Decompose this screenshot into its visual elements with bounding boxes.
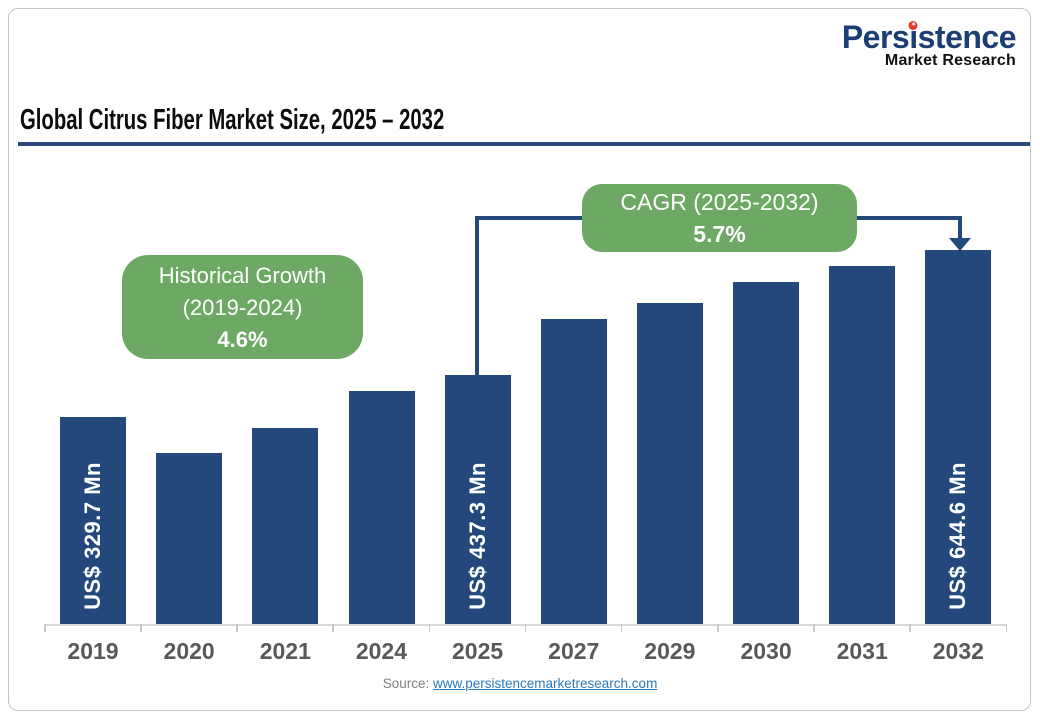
bar-value-label-2019: US$ 329.7 Mn [80, 462, 106, 610]
x-axis-label-2020: 2020 [163, 638, 215, 664]
x-axis-label-2032: 2032 [932, 638, 984, 664]
historical-growth-period: (2019-2024) [182, 295, 303, 320]
x-axis-tick [813, 624, 815, 632]
bar-2021 [252, 428, 319, 624]
logo-wordmark: Pers ✶ ıstence [841, 19, 1017, 55]
x-axis-tick [909, 624, 911, 632]
bar-value-label-2032: US$ 644.6 Mn [945, 462, 971, 610]
x-axis-label-2024: 2024 [355, 638, 408, 664]
source-prefix: Source: [382, 676, 430, 691]
cagr-value: 5.7% [693, 221, 746, 247]
page-title: Global Citrus Fiber Market Size, 2025 – … [20, 104, 445, 136]
bar-2020 [156, 453, 223, 624]
bar-2031 [829, 266, 896, 624]
source-link[interactable]: www.persistencemarketresearch.com [432, 676, 658, 691]
x-axis-label-2031: 2031 [836, 638, 888, 664]
bar-2027 [540, 319, 607, 624]
x-axis-label-2021: 2021 [259, 638, 311, 664]
cagr-title: CAGR (2025-2032) [620, 189, 819, 215]
x-axis-tick [428, 624, 431, 632]
x-axis-tick [1005, 624, 1007, 632]
x-axis-tick [140, 624, 142, 632]
bar-2032: US$ 644.6 Mn [925, 250, 992, 624]
bar-2019: US$ 329.7 Mn [60, 417, 127, 624]
cagr-arrow-dropper [958, 216, 962, 240]
logo-text-pre: Pers [841, 19, 910, 55]
x-axis-label-2025: 2025 [452, 638, 504, 664]
source-line: Source: www.persistencemarketresearch.co… [8, 676, 1032, 691]
x-axis-tick [332, 624, 334, 632]
logo-letter-i: ✶ ı [908, 19, 918, 55]
x-axis-label-2027: 2027 [548, 638, 600, 664]
x-axis-tick [620, 624, 623, 632]
x-axis-tick [236, 624, 238, 632]
x-axis-label-2019: 2019 [67, 638, 119, 664]
bar-2024 [348, 391, 415, 624]
historical-growth-value: 4.6% [217, 327, 268, 352]
bar-2030 [733, 282, 800, 624]
bar-2029 [636, 303, 703, 624]
cagr-arrowhead-icon [949, 238, 971, 251]
logo-tagline: Market Research [884, 52, 1016, 69]
bar-2025: US$ 437.3 Mn [444, 375, 511, 624]
x-axis-tick [524, 624, 527, 632]
logo-red-star-icon: ✶ [908, 21, 918, 30]
x-axis-tick [717, 624, 719, 632]
historical-growth-title: Historical Growth [158, 263, 327, 288]
cagr-callout: CAGR (2025-2032) 5.7% [582, 184, 857, 252]
pmr-logo: Pers ✶ ıstence Market Research [841, 19, 1017, 70]
x-axis-tick [44, 624, 46, 632]
x-axis-label-2030: 2030 [740, 638, 792, 664]
bar-value-label-2025: US$ 437.3 Mn [464, 462, 490, 610]
x-axis-label-2029: 2029 [644, 638, 696, 664]
cagr-arrow-riser [475, 216, 479, 375]
title-underline [18, 142, 1030, 146]
logo-text-post: stence [917, 19, 1017, 55]
historical-growth-callout: Historical Growth (2019-2024) 4.6% [122, 255, 363, 359]
